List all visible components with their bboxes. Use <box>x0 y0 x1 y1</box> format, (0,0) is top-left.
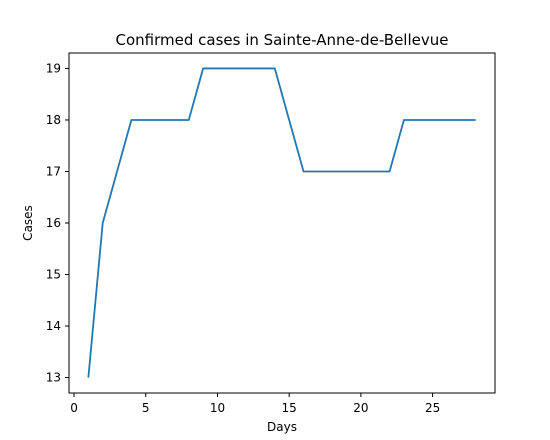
y-tick-label: 18 <box>46 113 61 127</box>
x-tick-label: 0 <box>70 401 78 415</box>
y-tick-label: 15 <box>46 268 61 282</box>
x-tick-label: 5 <box>142 401 150 415</box>
y-tick-label: 17 <box>46 164 61 178</box>
x-axis-label: Days <box>267 420 297 434</box>
plot-area-frame <box>68 52 496 394</box>
chart-title: Confirmed cases in Sainte-Anne-de-Bellev… <box>116 31 449 49</box>
y-tick-label: 13 <box>46 371 61 385</box>
y-tick-label: 16 <box>46 216 61 230</box>
x-tick-label: 20 <box>353 401 368 415</box>
y-tick-label: 14 <box>46 319 61 333</box>
x-tick-label: 10 <box>210 401 225 415</box>
y-axis-ticks: 13 14 15 16 17 18 19 <box>46 61 69 385</box>
y-tick-label: 19 <box>46 61 61 75</box>
x-axis-ticks: 0 5 10 15 20 25 <box>70 393 440 415</box>
y-axis-label: Cases <box>21 205 35 241</box>
x-tick-label: 25 <box>425 401 440 415</box>
series-line <box>87 67 476 378</box>
x-tick-label: 15 <box>282 401 297 415</box>
